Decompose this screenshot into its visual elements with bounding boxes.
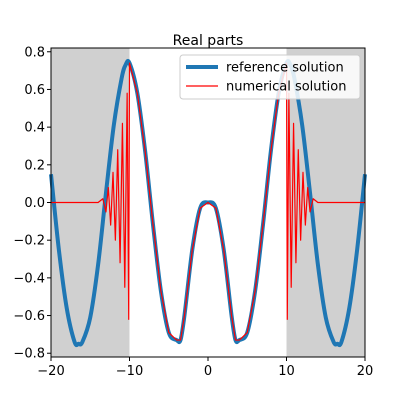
y-tick-label: −0.2 — [13, 234, 45, 249]
x-tick-label: 20 — [357, 364, 374, 379]
x-tick-label: 10 — [278, 364, 295, 379]
series-lines — [49, 58, 367, 348]
x-tick-label: −10 — [116, 364, 143, 379]
y-tick-label: −0.6 — [13, 309, 45, 324]
legend-box — [179, 54, 361, 100]
y-tick-label: 0.4 — [24, 121, 45, 136]
y-tick-label: 0.8 — [24, 45, 45, 60]
y-tick-label: 0.6 — [24, 83, 45, 98]
x-tick-label: 0 — [204, 364, 212, 379]
legend: reference solution numerical solution — [179, 54, 361, 100]
y-tick-label: 0.0 — [24, 196, 45, 211]
x-tick-label: −20 — [37, 364, 64, 379]
series-line-numerical — [51, 62, 365, 341]
y-tick-label: 0.2 — [24, 158, 45, 173]
y-axis: −0.8 −0.6 −0.4 −0.2 0.0 0.2 0.4 0.6 0.8 — [13, 45, 51, 362]
x-axis: −20 −10 0 10 20 — [37, 357, 373, 379]
y-tick-label: −0.8 — [13, 347, 45, 362]
legend-entry: reference solution — [226, 61, 344, 76]
legend-entry: numerical solution — [226, 80, 346, 95]
chart-title: Real parts — [173, 33, 244, 49]
y-tick-label: −0.4 — [13, 271, 45, 286]
